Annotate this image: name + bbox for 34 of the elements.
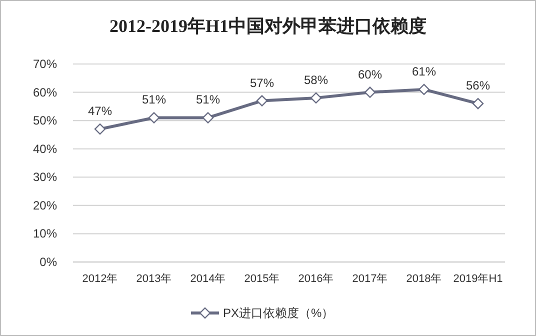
point: [364, 86, 376, 98]
point: [94, 123, 106, 135]
x-tick-label: 2017年: [352, 273, 388, 285]
y-tick-label: 70%: [32, 57, 58, 71]
y-tick-label: 10%: [32, 226, 58, 241]
data-label: 58%: [304, 72, 328, 87]
point: [202, 112, 214, 124]
x-tick-label: 2012年: [82, 273, 118, 285]
y-tick-label: 60%: [32, 85, 58, 100]
point: [148, 112, 160, 124]
x-tick-label: 2014年: [190, 273, 226, 285]
chart-title: 2012-2019年H1中国对外甲苯进口依赖度: [110, 16, 426, 36]
legend-label: PX进口依赖度（%）: [223, 306, 334, 320]
y-tick-label: 30%: [32, 170, 58, 184]
data-label: 51%: [196, 92, 220, 107]
data-label: 60%: [358, 67, 382, 82]
x-tick-label: 2018年: [406, 273, 442, 285]
point: [472, 98, 484, 110]
point: [418, 84, 430, 96]
data-label: 51%: [142, 92, 166, 107]
data-label: 56%: [466, 78, 490, 93]
y-tick-label: 40%: [32, 142, 58, 156]
point: [256, 95, 268, 106]
x-tick-label: 2015年: [244, 273, 280, 285]
data-label: 47%: [88, 104, 112, 118]
x-tick-label: 2016年: [298, 273, 334, 285]
data-label: 57%: [250, 76, 274, 90]
y-tick-label: 50%: [32, 114, 58, 128]
point: [310, 92, 322, 104]
y-tick-label: 20%: [32, 198, 58, 212]
x-tick-label: 2013年: [136, 273, 172, 285]
x-tick-label: 2019年H1: [453, 273, 503, 285]
y-tick-label: 0%: [40, 255, 58, 269]
data-label: 61%: [412, 64, 436, 78]
